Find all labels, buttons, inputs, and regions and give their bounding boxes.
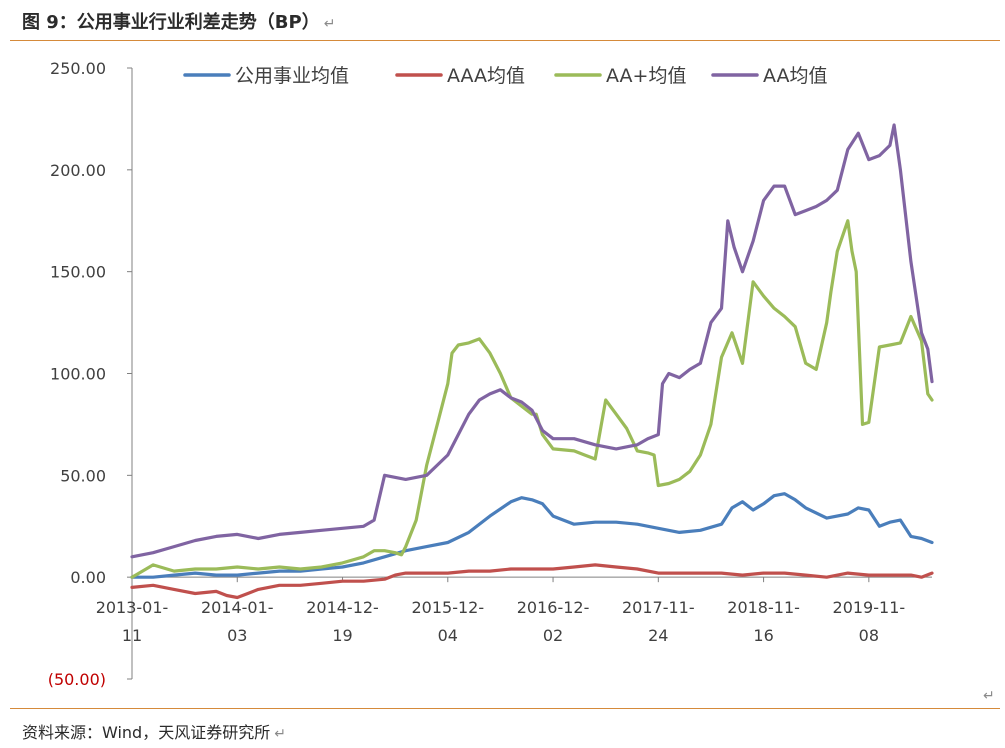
x-tick-label: 2015-12- 04 xyxy=(411,598,484,645)
y-tick-label: 50.00 xyxy=(60,466,106,485)
x-tick-label-line1: 2015-12- xyxy=(411,598,484,617)
source-note: 资料来源：Wind，天风证券研究所 ↵ xyxy=(22,719,286,743)
chart-series xyxy=(130,123,934,600)
legend-label-1: 公用事业均值 xyxy=(235,65,349,87)
return-mark-icon: ↵ xyxy=(274,726,286,742)
x-tick-label-line1: 2016-12- xyxy=(517,598,590,617)
legend-label-2: AAA均值 xyxy=(447,65,525,87)
chart-axes xyxy=(127,67,932,680)
chart-title-text: 图 9：公用事业行业利差走势（BP） xyxy=(22,12,320,33)
x-tick-label: 2017-11- 24 xyxy=(622,598,695,645)
y-tick-label: 150.00 xyxy=(50,263,106,282)
x-tick-label: 2018-11- 16 xyxy=(727,598,800,645)
x-tick-label: 2016-12- 02 xyxy=(517,598,590,645)
return-mark-icon: ↵ xyxy=(983,688,995,704)
source-text: 资料来源：Wind，天风证券研究所 xyxy=(22,723,271,742)
x-tick-label-line1: 2017-11- xyxy=(622,598,695,617)
series-line-1 xyxy=(130,492,934,579)
series-line-4 xyxy=(130,123,934,559)
x-tick-label-line2: 11 xyxy=(122,626,142,645)
top-divider xyxy=(10,40,1000,41)
x-tick-label-line1: 2013-01- xyxy=(96,598,169,617)
series-line-3 xyxy=(130,219,934,579)
x-tick-label-line2: 03 xyxy=(227,626,247,645)
legend-label-3: AA+均值 xyxy=(606,65,686,87)
legend-label-4: AA均值 xyxy=(763,65,828,87)
y-tick-label: 100.00 xyxy=(50,365,106,384)
return-mark-icon: ↵ xyxy=(323,16,336,32)
x-tick-label: 2014-12- 19 xyxy=(306,598,379,645)
x-tick-label-line1: 2018-11- xyxy=(727,598,800,617)
y-axis-tick-labels: 250.00 200.00 150.00 100.00 50.00 0.00 (50.00) xyxy=(48,59,106,689)
x-tick-label-line2: 24 xyxy=(648,626,668,645)
x-tick-label-line1: 2014-01- xyxy=(201,598,274,617)
x-tick-label-line1: 2014-12- xyxy=(306,598,379,617)
x-tick-label-line2: 08 xyxy=(859,626,879,645)
y-tick-label: 0.00 xyxy=(70,568,106,587)
x-tick-label-line2: 04 xyxy=(438,626,458,645)
x-tick-label: 2013-01- 11 xyxy=(96,598,169,645)
x-tick-label-line2: 19 xyxy=(332,626,352,645)
x-tick-label: 2019-11- 08 xyxy=(833,598,906,645)
bottom-divider xyxy=(10,708,1000,709)
x-tick-label-line2: 16 xyxy=(753,626,773,645)
x-tick-label: 2014-01- 03 xyxy=(201,598,274,645)
y-tick-label: 250.00 xyxy=(50,59,106,78)
chart-legend: 公用事业均值 AAA均值 AA+均值 AA均值 xyxy=(183,65,828,87)
x-tick-label-line2: 02 xyxy=(543,626,563,645)
y-tick-label: 200.00 xyxy=(50,161,106,180)
x-tick-label-line1: 2019-11- xyxy=(833,598,906,617)
y-tick-label: (50.00) xyxy=(48,670,106,689)
chart-title: 图 9：公用事业行业利差走势（BP） ↵ xyxy=(22,8,335,34)
series-line-2 xyxy=(130,563,934,600)
x-axis-tick-labels: 2013-01- 11 2014-01- 03 2014-12- 19 2015-12- 04… xyxy=(96,598,905,645)
